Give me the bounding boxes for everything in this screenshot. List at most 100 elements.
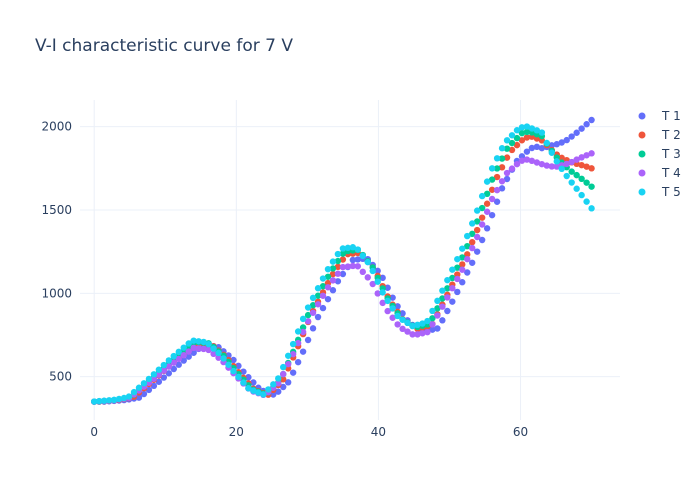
- data-point: [588, 150, 595, 157]
- data-point: [280, 363, 287, 371]
- data-point: [195, 338, 202, 345]
- data-point: [518, 129, 526, 137]
- data-point: [284, 379, 292, 386]
- data-point: [573, 171, 580, 179]
- legend: T 1 T 2 T 3 T 4 T 5: [638, 109, 681, 199]
- data-point: [180, 352, 187, 359]
- data-point: [573, 185, 580, 192]
- data-point: [185, 340, 192, 347]
- data-point: [384, 297, 391, 305]
- data-point: [498, 155, 506, 162]
- legend-label[interactable]: T 1: [661, 109, 681, 123]
- data-point: [553, 158, 560, 165]
- data-point: [434, 305, 441, 312]
- data-point: [275, 375, 282, 382]
- data-point: [339, 245, 347, 252]
- data-point: [419, 320, 426, 327]
- data-point: [314, 313, 322, 321]
- data-point: [175, 348, 182, 356]
- legend-marker: [638, 131, 646, 139]
- data-point: [439, 295, 446, 302]
- data-point: [583, 121, 590, 128]
- data-point: [573, 156, 580, 163]
- data-point: [384, 284, 391, 291]
- data-point: [429, 326, 436, 333]
- data-point: [200, 345, 207, 353]
- data-point: [503, 175, 511, 183]
- data-point: [170, 365, 177, 373]
- data-point: [528, 144, 536, 152]
- data-point: [568, 158, 575, 166]
- data-point: [488, 195, 496, 203]
- legend-label[interactable]: T 4: [661, 166, 681, 180]
- data-point: [508, 132, 516, 139]
- data-point: [459, 266, 466, 273]
- data-point: [349, 256, 357, 264]
- data-point: [225, 361, 232, 368]
- data-point: [538, 160, 546, 168]
- data-point: [488, 176, 496, 183]
- data-point: [483, 225, 491, 232]
- data-point: [339, 250, 347, 257]
- y-tick-label: 500: [49, 370, 72, 384]
- data-point: [498, 164, 506, 171]
- data-point: [354, 256, 362, 263]
- data-point: [518, 157, 526, 164]
- data-point: [329, 265, 337, 272]
- legend-label[interactable]: T 2: [661, 128, 681, 142]
- data-point: [444, 276, 451, 284]
- data-point: [205, 340, 212, 348]
- data-point: [578, 175, 585, 183]
- data-point: [150, 382, 158, 390]
- data-point: [459, 279, 466, 286]
- data-point: [459, 261, 466, 268]
- legend-label[interactable]: T 5: [661, 185, 681, 199]
- data-point: [160, 367, 168, 374]
- data-point: [389, 294, 396, 301]
- data-point: [483, 200, 491, 207]
- data-point: [548, 163, 555, 170]
- data-point: [319, 275, 327, 282]
- data-point: [568, 179, 575, 186]
- data-point: [523, 134, 531, 141]
- data-point: [473, 207, 481, 214]
- data-point: [105, 397, 113, 404]
- data-point: [135, 394, 143, 401]
- data-point: [469, 220, 476, 227]
- data-point: [304, 304, 312, 311]
- data-point: [334, 270, 342, 277]
- data-point: [553, 141, 560, 148]
- data-point: [200, 338, 207, 346]
- data-point: [439, 303, 446, 310]
- data-point: [568, 133, 575, 140]
- data-point: [578, 154, 585, 161]
- data-point: [379, 274, 386, 282]
- data-point: [299, 348, 307, 355]
- data-point: [399, 316, 406, 323]
- data-point: [95, 397, 103, 405]
- data-point: [294, 339, 302, 347]
- legend-label[interactable]: T 3: [661, 147, 681, 161]
- legend-marker: [638, 169, 646, 177]
- data-point: [513, 160, 521, 168]
- data-point: [309, 309, 317, 316]
- data-point: [379, 289, 386, 296]
- data-point: [284, 352, 292, 359]
- data-point: [444, 294, 451, 301]
- data-point: [369, 280, 376, 288]
- data-point: [429, 315, 436, 322]
- data-point: [533, 159, 541, 166]
- chart-title: V-I characteristic curve for 7 V: [35, 36, 293, 56]
- data-point: [304, 318, 312, 325]
- data-point: [334, 278, 342, 285]
- data-point: [493, 186, 501, 194]
- data-point: [558, 139, 565, 146]
- data-point: [543, 162, 551, 169]
- data-point: [344, 244, 352, 252]
- data-point: [409, 331, 416, 338]
- data-point: [513, 134, 521, 142]
- data-point: [493, 165, 501, 172]
- data-point: [558, 165, 565, 173]
- data-point: [190, 344, 197, 352]
- y-tick-label: 1500: [41, 203, 72, 217]
